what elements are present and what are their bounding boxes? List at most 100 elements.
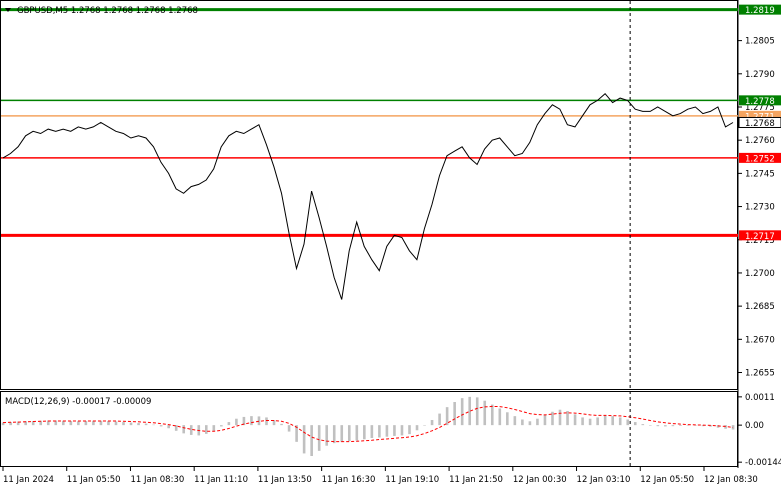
macd-histogram-bar: [46, 420, 50, 426]
macd-histogram-bar: [144, 423, 148, 426]
y-tick-label: 1.2655: [745, 369, 775, 379]
macd-histogram-bar: [611, 416, 614, 426]
macd-histogram-bar: [99, 420, 103, 426]
y-tick-label: 1.2730: [745, 203, 775, 213]
macd-histogram-bar: [649, 425, 652, 426]
macd-histogram-bar: [490, 404, 494, 426]
macd-histogram-bar: [460, 398, 464, 426]
symbol-dropdown-icon[interactable]: [5, 8, 11, 12]
level-label-bg: [739, 95, 781, 106]
macd-histogram-bar: [212, 425, 216, 431]
macd-histogram-bar: [227, 422, 231, 426]
macd-histogram-bar: [257, 416, 261, 426]
macd-histogram-bar: [204, 425, 208, 434]
macd-histogram-bar: [235, 418, 238, 426]
macd-histogram-bar: [280, 423, 283, 426]
x-tick-label: 11 Jan 2024: [3, 475, 54, 485]
macd-histogram-bar: [664, 425, 667, 427]
price-chart-title: GBPUSD,M5 1.2768 1.2768 1.2768 1.2768: [17, 6, 198, 16]
macd-histogram-bar: [581, 417, 584, 426]
macd-histogram-bar: [596, 417, 599, 426]
macd-histogram-bar: [498, 408, 502, 426]
macd-histogram-bar: [543, 414, 547, 426]
y-tick-label: 1.2805: [745, 37, 775, 47]
macd-histogram-bar: [167, 425, 170, 429]
macd-histogram-bar: [347, 425, 351, 442]
macd-histogram-bar: [355, 425, 359, 441]
macd-histogram-bar: [633, 422, 637, 426]
macd-histogram-bar: [483, 400, 487, 426]
x-tick-label: 11 Jan 05:50: [67, 475, 121, 485]
price-plot-frame: [0, 0, 738, 390]
macd-histogram-bar: [39, 420, 43, 426]
macd-histogram-bar: [603, 415, 607, 426]
macd-histogram-bar: [295, 425, 298, 442]
macd-title: MACD(12,26,9) -0.00017 -0.00009: [5, 397, 151, 407]
y-tick-label: 1.2760: [745, 136, 775, 146]
macd-histogram-bar: [129, 422, 133, 426]
price-line: [2, 92, 734, 300]
level-label-bg: [739, 152, 781, 163]
macd-histogram-bar: [626, 419, 630, 426]
macd-histogram-bar: [92, 420, 95, 426]
y-tick-label: 1.2790: [745, 70, 775, 80]
macd-histogram-bar: [152, 424, 155, 426]
macd-histogram-bar: [325, 425, 329, 446]
macd-histogram-bar: [84, 421, 88, 426]
macd-histogram-bar: [566, 411, 569, 426]
macd-histogram-bar: [716, 425, 720, 428]
macd-tick-label: 0.0011: [745, 393, 775, 403]
macd-histogram-bar: [107, 421, 110, 426]
y-tick-label: 1.2715: [745, 236, 775, 246]
macd-histogram-bar: [528, 421, 532, 426]
macd-histogram-bar: [438, 413, 441, 426]
macd-histogram-bar: [475, 397, 479, 426]
current-price-tag: [738, 116, 781, 128]
macd-histogram-bar: [370, 425, 374, 438]
macd-signal-line: [2, 405, 734, 443]
macd-histogram-bar: [77, 421, 80, 426]
macd-histogram-bar: [731, 425, 735, 430]
macd-histogram-bar: [671, 425, 675, 427]
macd-histogram-bar: [686, 425, 690, 426]
macd-histogram-bar: [137, 423, 140, 426]
current-price-label: 1.2768: [745, 119, 775, 129]
y-tick-label: 1.2700: [745, 269, 775, 279]
macd-histogram-bar: [679, 425, 682, 426]
macd-histogram-bar: [16, 421, 20, 426]
x-tick-label: 11 Jan 13:50: [258, 475, 312, 485]
macd-histogram-bar: [618, 417, 622, 426]
macd-histogram-bar: [182, 425, 186, 434]
macd-histogram-bar: [69, 421, 73, 426]
macd-histogram-bar: [423, 425, 426, 426]
macd-histogram-bar: [317, 425, 321, 451]
x-tick-label: 12 Jan 08:30: [704, 475, 758, 485]
macd-histogram-bar: [506, 412, 509, 426]
level-label: 1.2717: [745, 232, 775, 242]
macd-histogram-bar: [302, 425, 306, 454]
macd-histogram-bar: [332, 425, 336, 444]
x-tick-label: 11 Jan 21:50: [449, 475, 503, 485]
macd-histogram-bar: [656, 425, 660, 427]
macd-tick-label: 0.00: [745, 421, 764, 431]
macd-tick-label: -0.00144: [745, 458, 781, 468]
macd-histogram-bar: [272, 420, 276, 426]
macd-histogram-bar: [220, 425, 223, 427]
macd-histogram-bar: [573, 414, 577, 426]
macd-histogram-bar: [536, 418, 539, 426]
macd-histogram-bar: [724, 425, 727, 429]
x-tick-label: 12 Jan 05:50: [640, 475, 694, 485]
macd-histogram-bar: [363, 425, 366, 440]
x-tick-label: 11 Jan 11:10: [194, 475, 248, 485]
macd-histogram-bar: [250, 416, 253, 426]
macd-histogram-bar: [453, 402, 456, 426]
x-tick-label: 11 Jan 19:10: [385, 475, 439, 485]
macd-histogram-bar: [408, 425, 411, 435]
macd-histogram-bar: [265, 417, 268, 426]
macd-histogram-bar: [378, 425, 381, 438]
macd-histogram-bar: [1, 422, 5, 426]
macd-histogram-bar: [310, 425, 313, 456]
macd-histogram-bar: [287, 425, 291, 432]
macd-histogram-bar: [513, 416, 517, 426]
level-label-bg: [739, 110, 781, 121]
